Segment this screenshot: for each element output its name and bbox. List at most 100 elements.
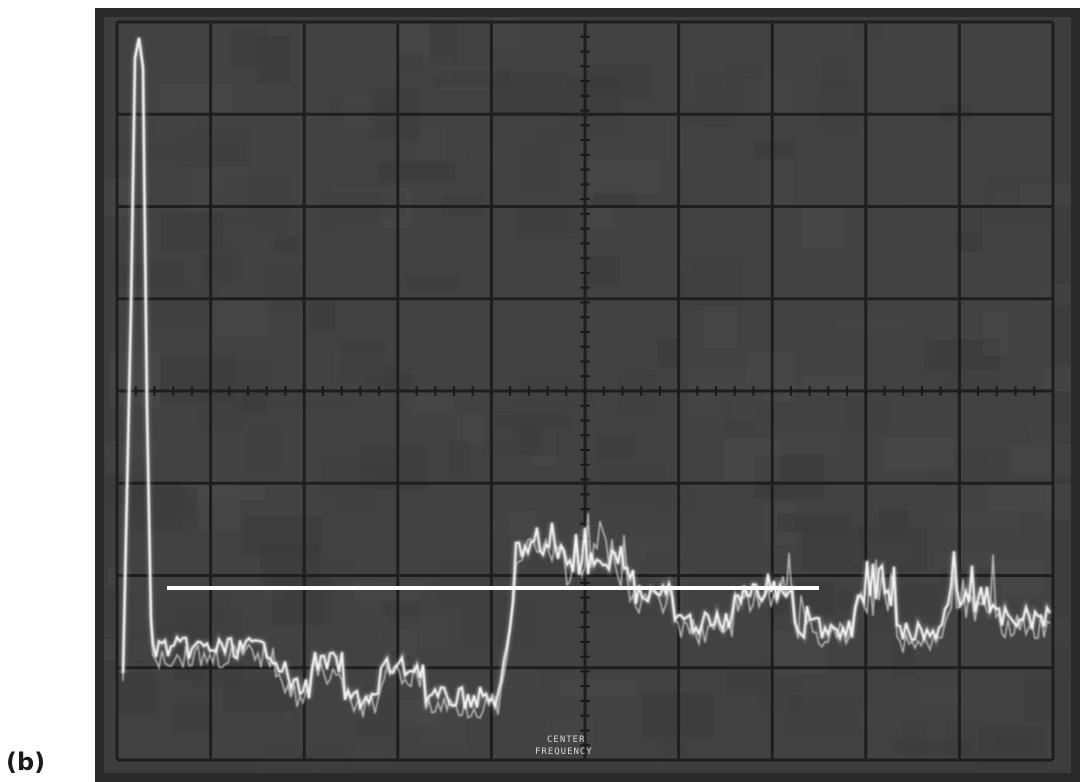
texture-patch (304, 118, 369, 162)
texture-patch (861, 322, 933, 357)
texture-patch (333, 190, 407, 219)
texture-patch (426, 535, 493, 559)
texture-patch (596, 435, 635, 459)
texture-patch (338, 363, 396, 383)
texture-patch (309, 300, 336, 331)
texture-patch (679, 258, 743, 311)
texture-patch (155, 480, 194, 520)
texture-patch (586, 205, 616, 229)
texture-patch (942, 507, 1020, 534)
texture-patch (353, 747, 388, 766)
oscilloscope-photo: CENTER FREQUENCY (95, 8, 1080, 782)
texture-patch (666, 115, 705, 168)
texture-patch (996, 735, 1028, 752)
texture-patch (241, 390, 267, 414)
texture-patch (397, 629, 418, 657)
texture-patch (892, 640, 914, 676)
texture-patch (113, 263, 185, 289)
texture-patch (1008, 444, 1080, 476)
texture-patch (213, 300, 268, 338)
texture-patch (820, 79, 859, 132)
texture-patch (205, 191, 256, 228)
texture-patch (397, 24, 430, 60)
texture-patch (255, 214, 286, 235)
texture-patch (904, 197, 980, 233)
texture-patch (171, 702, 213, 731)
texture-patch (160, 212, 223, 250)
texture-patch (160, 357, 236, 404)
graticule-center-ticks (116, 21, 1036, 761)
texture-patch (224, 202, 291, 241)
texture-patch (229, 230, 268, 251)
texture-patch (768, 428, 845, 456)
texture-patch (379, 600, 421, 625)
texture-patch (760, 159, 794, 205)
texture-patch (1019, 184, 1078, 206)
texture-patch (412, 123, 447, 160)
signal-trace (121, 37, 1051, 711)
texture-patch (660, 253, 691, 272)
texture-patch (396, 53, 424, 75)
texture-patch (144, 284, 218, 328)
signal-trace-secondary (122, 37, 1051, 719)
texture-patch (276, 322, 324, 375)
texture-patch (821, 58, 848, 91)
texture-patch (617, 373, 656, 413)
texture-patch (383, 57, 453, 77)
texture-patch (726, 65, 764, 111)
texture-patch (503, 668, 538, 692)
texture-patch (836, 316, 904, 331)
texture-patch (915, 689, 964, 705)
texture-patch (187, 485, 266, 500)
texture-patch (243, 515, 323, 557)
texture-patch (924, 338, 1000, 371)
texture-patch (539, 125, 592, 142)
texture-patch (158, 101, 194, 135)
texture-patch (266, 266, 310, 314)
texture-patch (490, 518, 517, 535)
texture-patch (107, 567, 133, 588)
texture-patch (246, 428, 281, 470)
texture-patch (994, 193, 1016, 209)
texture-patch (322, 587, 386, 628)
texture-patch (912, 29, 940, 73)
texture-patch (176, 130, 251, 167)
texture-patch (210, 241, 243, 280)
texture-patch (519, 140, 556, 193)
texture-patch (516, 206, 587, 238)
texture-patch (949, 356, 1002, 393)
texture-patch (225, 175, 292, 216)
texture-patch (687, 367, 755, 421)
texture-patch (533, 423, 557, 467)
texture-patch (155, 623, 212, 642)
texture-patch (440, 65, 499, 91)
texture-patch (982, 310, 1009, 356)
texture-patch (977, 726, 1047, 770)
texture-patch (938, 450, 990, 468)
texture-patch (247, 698, 290, 725)
texture-patch (449, 440, 470, 474)
texture-patch (231, 27, 268, 67)
texture-patch (187, 167, 248, 218)
texture-patch (593, 187, 637, 205)
texture-patch (588, 158, 660, 194)
texture-patch (379, 605, 410, 647)
texture-patch (493, 14, 520, 48)
texture-patch (394, 699, 438, 724)
texture-patch (273, 390, 349, 412)
texture-patch (700, 76, 756, 105)
texture-patch (330, 99, 393, 114)
texture-patch (256, 36, 291, 84)
texture-patch (520, 420, 543, 454)
texture-patch (882, 437, 954, 471)
texture-patch (457, 412, 514, 445)
texture-patch (462, 597, 535, 645)
texture-patch (378, 162, 456, 183)
texture-patch (115, 672, 156, 715)
texture-patch (636, 537, 686, 553)
texture-patch (321, 460, 395, 493)
texture-patch (584, 255, 620, 286)
texture-patch (438, 563, 512, 604)
texture-patch (339, 341, 385, 381)
texture-patch (363, 374, 413, 391)
